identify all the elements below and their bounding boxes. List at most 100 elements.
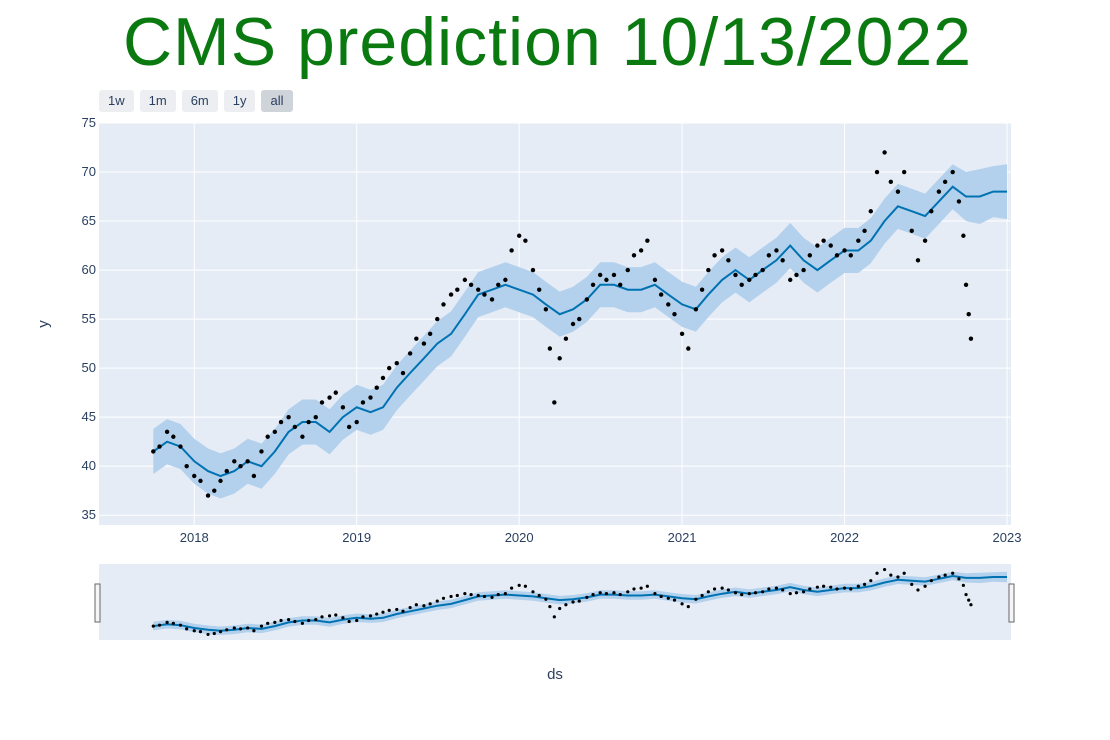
slider-observed-point [178,623,183,627]
observed-point [760,267,765,273]
slider-observed-point [653,592,657,596]
y-tick-label: 75 [82,115,96,130]
slider-observed-point [455,593,459,598]
slider-observed-point [632,587,636,591]
observed-point [354,419,359,425]
observed-point [552,400,557,405]
slider-observed-point [341,616,345,620]
slider-observed-point [387,608,391,612]
observed-point [414,336,419,341]
y-tick-label: 40 [82,458,96,473]
range-button-1y[interactable]: 1y [223,90,256,112]
slider-observed-point [672,598,677,602]
range-button-6m[interactable]: 6m [181,90,218,112]
slider-observed-point [300,621,305,625]
observed-point [435,316,440,322]
range-button-1w[interactable]: 1w [99,90,134,112]
observed-point [874,169,880,175]
uncertainty-band-group [153,164,1008,499]
slider-observed-point [943,573,947,577]
range-selector: 1w 1m 6m 1y all [99,90,293,112]
slider-observed-point [788,592,792,596]
observed-point [631,253,637,258]
slider-observed-point [463,592,467,596]
slider-right-handle[interactable] [1008,583,1015,623]
slider-observed-point [645,584,649,588]
slider-observed-point [856,584,860,588]
slider-observed-point [889,573,893,577]
observed-point [807,253,813,258]
slider-observed-point [585,595,589,599]
slider-observed-point [238,627,243,631]
slider-observed-point [835,587,839,591]
observed-point [570,321,576,327]
slider-observed-point [781,588,785,592]
slider-observed-point [449,594,453,599]
slider-observed-point [368,614,373,618]
slider-observed-point [761,590,765,594]
slider-observed-point [192,629,196,633]
slider-observed-point [490,595,494,599]
slider-observed-point [612,591,616,595]
range-button-1m[interactable]: 1m [139,90,176,112]
slider-observed-point [801,590,806,594]
slider-observed-point [435,599,439,603]
slider-observed-point [842,586,847,590]
observed-point [421,341,427,346]
slider-observed-point [694,597,698,601]
slider-observed-point [964,592,968,597]
slider-observed-point [706,590,710,594]
observed-point [394,361,399,366]
observed-point [915,258,921,263]
slider-observed-point [441,596,446,600]
x-tick-label: 2023 [993,530,1022,545]
slider-left-handle[interactable] [94,583,101,623]
observed-point [961,233,966,238]
observed-point [346,424,352,430]
observed-point [557,356,562,361]
range-button-all[interactable]: all [261,90,293,112]
slider-observed-point [307,618,311,623]
slider-observed-point [482,594,487,599]
observed-point [286,414,291,420]
y-tick-label: 60 [82,262,96,277]
observed-point [821,238,826,243]
slider-observed-point [287,618,291,622]
y-tick-label: 45 [82,409,96,424]
observed-point [536,287,542,292]
observed-point [856,238,861,243]
slider-observed-point [604,592,609,596]
slider-observed-point [700,593,704,598]
slider-observed-point [957,577,961,581]
observed-point [577,316,582,322]
y-axis-ticks: 35 40 45 50 55 60 65 70 75 [82,115,96,522]
slider-observed-point [523,584,528,588]
observed-point [693,307,699,312]
x-axis-ticks: 2018 2019 2020 2021 2022 2023 [180,530,1022,545]
observed-point [963,282,969,287]
observed-point [950,169,955,175]
slider-observed-point [740,592,744,597]
slider-observed-point [882,567,887,572]
observed-point [645,238,650,243]
slider-observed-point [849,587,853,591]
slider-observed-point [548,605,552,609]
observed-point [523,238,528,243]
observed-point [278,419,284,425]
slider-observed-point [496,592,500,597]
observed-point [862,228,867,234]
observed-point [922,238,928,243]
y-tick-label: 55 [82,311,96,326]
observed-point [192,473,197,479]
observed-point [638,248,644,253]
observed-points-group [151,150,974,498]
observed-point [462,277,468,283]
observed-point [171,434,176,439]
observed-point [327,395,332,400]
slider-points-group [151,567,973,637]
observed-point [151,449,156,454]
observed-point [686,346,691,351]
slider-observed-point [626,590,630,594]
slider-observed-point [618,592,622,597]
observed-point [868,209,873,214]
